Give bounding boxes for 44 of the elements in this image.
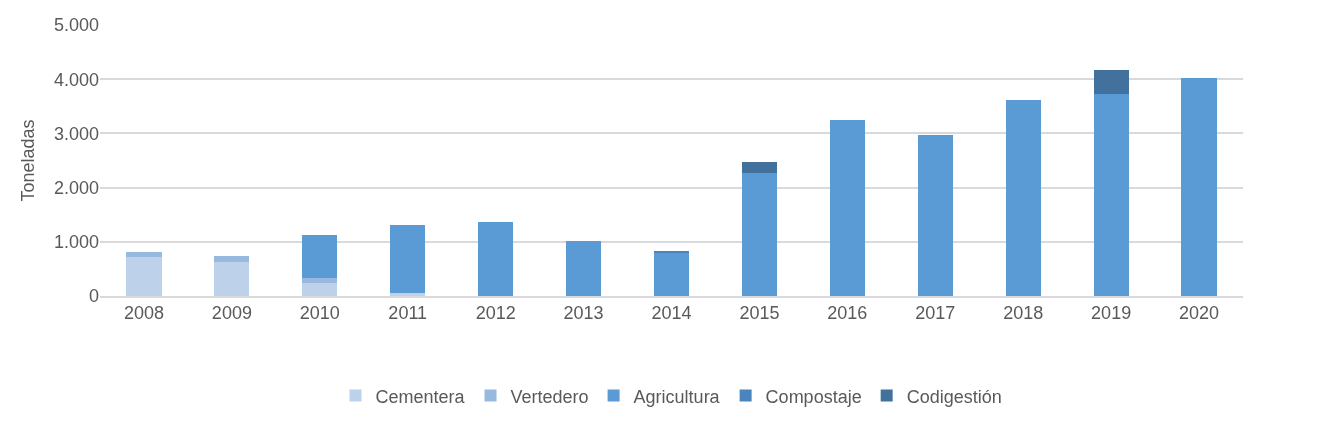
x-tick-label: 2011 xyxy=(388,303,428,324)
x-tick-label: 2017 xyxy=(915,303,956,324)
x-tick-label: 2016 xyxy=(827,303,868,324)
bar xyxy=(390,292,426,296)
x-tick-label: 2008 xyxy=(123,303,164,324)
bar xyxy=(478,222,514,296)
x-tick-label: 2014 xyxy=(651,303,692,324)
legend-label: Vertedero xyxy=(510,386,589,407)
x-tick-label: 2018 xyxy=(1003,303,1044,324)
y-tick-label: 1.000 xyxy=(53,232,99,253)
y-axis-title: Toneladas xyxy=(18,119,39,202)
bar xyxy=(741,172,778,296)
bar xyxy=(214,256,250,262)
bar xyxy=(1181,78,1217,296)
x-tick-label: 2020 xyxy=(1179,303,1220,324)
bar xyxy=(829,120,865,296)
legend-label: Compostaje xyxy=(765,386,862,407)
bar xyxy=(917,134,953,296)
x-tick-label: 2019 xyxy=(1091,303,1132,324)
legend-label: Cementera xyxy=(375,386,466,407)
bar xyxy=(1093,69,1129,94)
bar xyxy=(126,256,162,296)
bar xyxy=(1005,100,1041,296)
y-tick-label: 2.000 xyxy=(53,177,99,198)
bar xyxy=(1093,93,1129,296)
y-tick-label: 4.000 xyxy=(53,69,99,90)
legend-label: Agricultura xyxy=(633,386,721,407)
x-tick-label: 2015 xyxy=(739,303,780,324)
legend-label: Codigestión xyxy=(906,386,1002,407)
bar xyxy=(302,283,338,296)
bar xyxy=(390,224,426,293)
bar xyxy=(741,162,778,173)
bar xyxy=(126,251,162,257)
bar xyxy=(565,240,602,296)
y-tick-label: 0 xyxy=(88,286,99,307)
y-tick-label: 3.000 xyxy=(53,123,99,144)
x-tick-label: 2013 xyxy=(563,303,604,324)
y-tick-label: 5.000 xyxy=(53,15,99,36)
bar xyxy=(214,261,250,296)
x-tick-label: 2009 xyxy=(211,303,252,324)
bar xyxy=(302,234,338,278)
bar xyxy=(653,252,690,296)
x-tick-label: 2010 xyxy=(299,303,340,324)
x-tick-label: 2012 xyxy=(475,303,516,324)
